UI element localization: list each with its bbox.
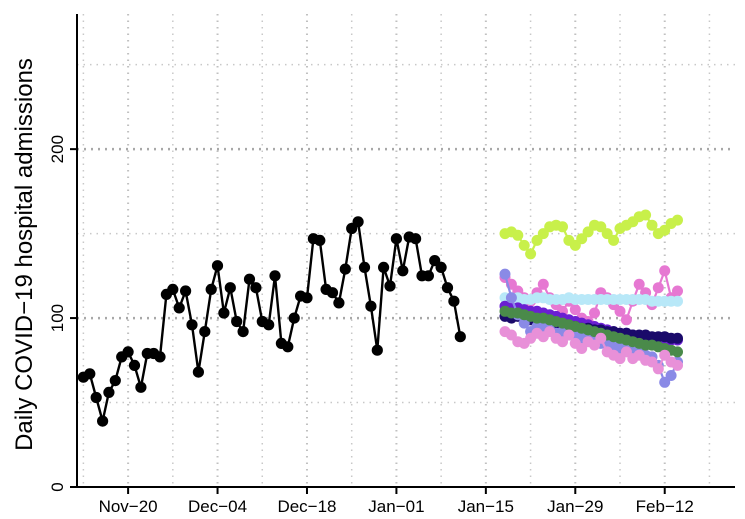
- forecast-1-point: [557, 221, 568, 233]
- forecast-2-point: [620, 314, 632, 326]
- observed-point: [90, 391, 102, 404]
- observed-point: [333, 297, 345, 309]
- x-tick-label: Jan−29: [547, 497, 603, 516]
- observed-point: [435, 261, 447, 273]
- observed-point: [384, 280, 396, 292]
- forecast-2-point: [659, 265, 671, 277]
- observed-point: [269, 270, 281, 282]
- forecast-7-point: [672, 346, 683, 358]
- forecast-8-point: [595, 332, 607, 344]
- forecast-1-point: [640, 209, 652, 221]
- observed-point: [173, 302, 185, 314]
- observed-point: [358, 261, 371, 273]
- observed-point: [352, 216, 364, 228]
- observed-point: [154, 351, 166, 363]
- forecast-6-point: [505, 292, 517, 304]
- y-tick-label: 100: [48, 304, 67, 332]
- observed-point: [365, 300, 377, 312]
- observed-point: [263, 319, 275, 331]
- forecast-6-point: [499, 268, 511, 280]
- x-tick-label: Nov−20: [99, 497, 158, 516]
- forecast-3-point: [672, 295, 683, 307]
- forecast-6-point: [665, 370, 677, 381]
- observed-point: [441, 282, 454, 294]
- observed-point: [390, 233, 402, 245]
- y-axis-label: Daily COVID−19 hospital admissions: [11, 58, 38, 451]
- observed-point: [211, 260, 224, 272]
- observed-series: [77, 216, 466, 427]
- forecast-2-point: [537, 278, 549, 290]
- x-tick-label: Dec−04: [188, 497, 247, 516]
- observed-point: [397, 265, 409, 277]
- forecast-series: [499, 209, 683, 388]
- observed-point: [109, 375, 121, 387]
- observed-point: [167, 283, 179, 295]
- observed-point: [186, 319, 198, 331]
- observed-point: [448, 295, 460, 307]
- y-tick-label: 0: [48, 482, 67, 491]
- observed-point: [103, 386, 115, 398]
- forecast-1-point: [525, 248, 537, 260]
- x-tick-label: Jan−15: [458, 497, 514, 516]
- observed-point: [378, 261, 390, 273]
- y-tick-label: 200: [48, 135, 67, 163]
- observed-point: [410, 233, 422, 245]
- observed-point: [301, 292, 313, 304]
- observed-point: [135, 381, 147, 393]
- forecast-8-point: [672, 359, 683, 371]
- forecast-1-point: [672, 214, 683, 226]
- forecast-5-point: [672, 332, 683, 344]
- axes: [76, 14, 735, 488]
- forecast-8-point: [652, 363, 664, 375]
- forecast-2-point: [652, 282, 664, 294]
- observed-point: [237, 326, 249, 338]
- observed-point: [218, 307, 230, 319]
- x-tick-label: Feb−12: [636, 497, 694, 516]
- observed-point: [84, 368, 96, 380]
- observed-point: [205, 283, 217, 295]
- x-tick-label: Jan−01: [368, 497, 424, 516]
- forecast-1-point: [608, 234, 620, 246]
- observed-point: [314, 234, 326, 246]
- forecast-1-point: [646, 219, 658, 231]
- observed-point: [128, 359, 141, 371]
- x-ticks: Nov−20 Dec−04 Dec−18 Jan−01 Jan−15 Jan−29 Feb−…: [99, 487, 694, 516]
- observed-point: [250, 282, 262, 294]
- forecast-2-point: [633, 278, 645, 290]
- y-ticks: 0 100 200: [48, 135, 77, 492]
- observed-point: [454, 331, 466, 343]
- forecast-1-point: [518, 239, 530, 251]
- observed-point: [180, 285, 192, 297]
- forecast-8-point: [563, 329, 575, 341]
- observed-point: [339, 263, 351, 275]
- forecast-1-point: [512, 229, 524, 241]
- x-tick-label: Dec−18: [277, 497, 336, 516]
- observed-point: [224, 282, 236, 294]
- grid-lines: [77, 14, 735, 487]
- observed-point: [326, 287, 339, 299]
- observed-point: [371, 344, 383, 356]
- observed-point: [199, 326, 211, 338]
- forecast-2-point: [569, 304, 581, 316]
- observed-point: [231, 315, 243, 328]
- observed-point: [97, 415, 109, 427]
- forecast-2-point: [672, 285, 683, 297]
- forecast-2-point: [614, 305, 626, 317]
- observed-point: [288, 312, 300, 324]
- observed-point: [192, 366, 204, 378]
- observed-point: [243, 273, 256, 285]
- forecast-2-point: [589, 307, 600, 319]
- observed-point: [122, 346, 134, 358]
- observed-point: [282, 341, 294, 353]
- observed-point: [422, 270, 434, 282]
